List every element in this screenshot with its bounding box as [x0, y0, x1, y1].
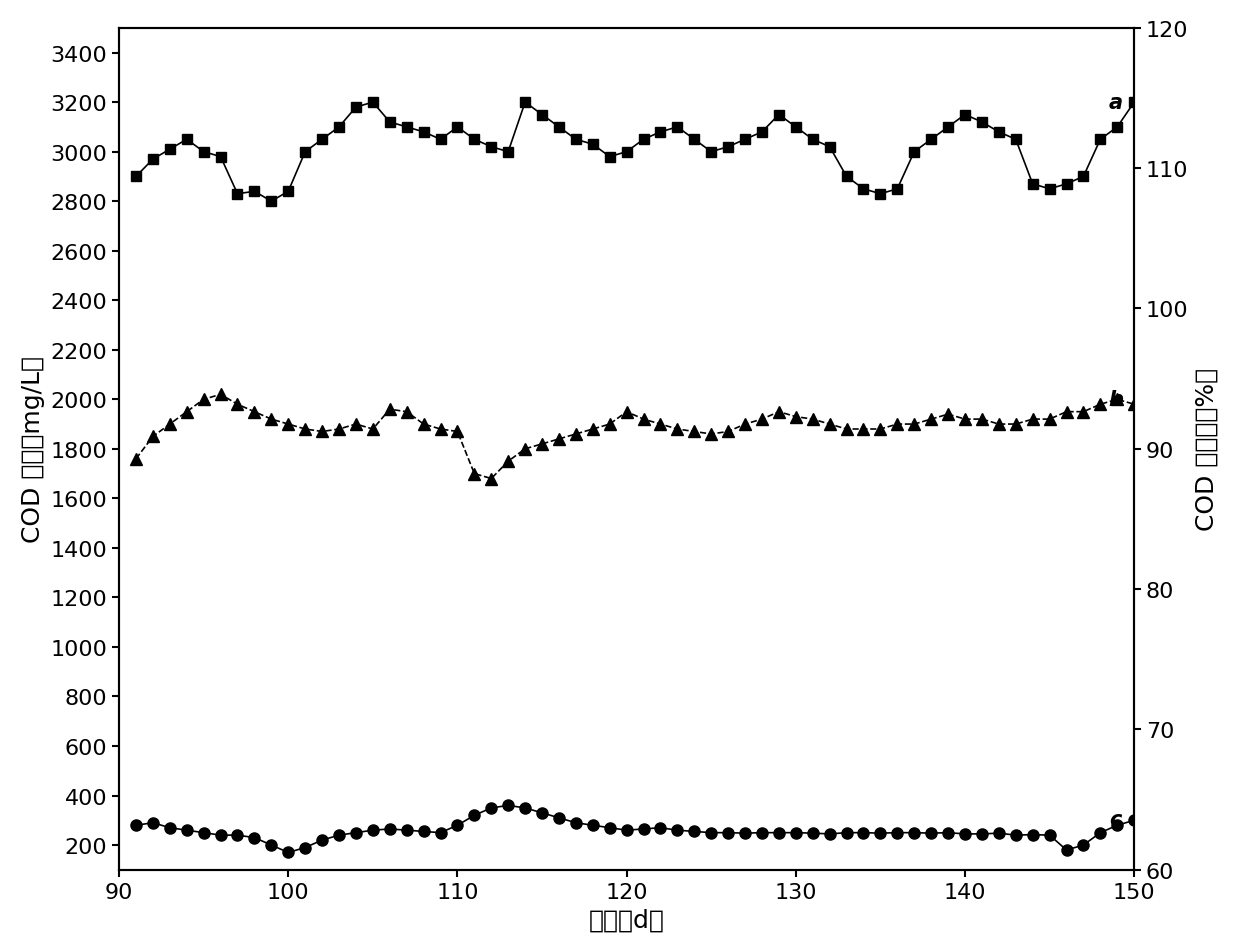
Text: a: a [1109, 93, 1123, 113]
Text: c: c [1109, 809, 1121, 829]
X-axis label: 时间（d）: 时间（d） [589, 907, 664, 931]
Y-axis label: COD 浓度（mg/L）: COD 浓度（mg/L） [21, 356, 45, 543]
Y-axis label: COD 去除率（%）: COD 去除率（%） [1194, 367, 1218, 531]
Text: b: b [1109, 390, 1124, 410]
